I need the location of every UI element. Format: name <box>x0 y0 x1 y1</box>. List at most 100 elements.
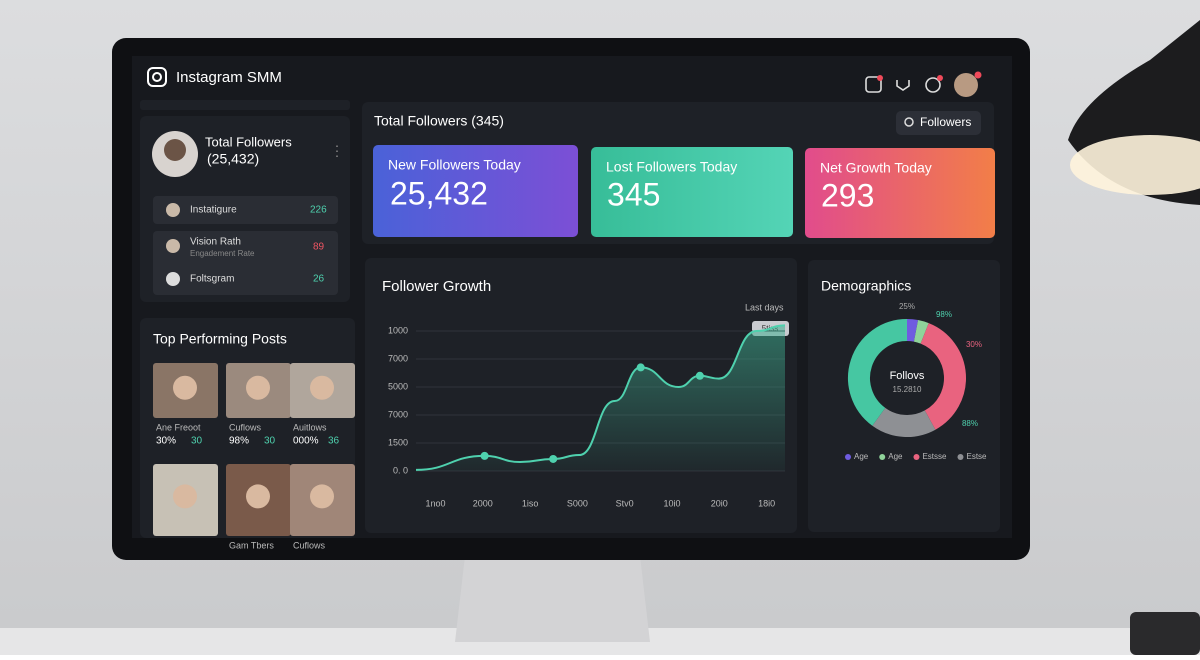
x-tick-label: 2000 <box>473 498 493 508</box>
post-pct: 30% <box>156 436 176 447</box>
donut-segment <box>913 320 929 344</box>
profile-title: Total Followers <box>205 134 292 149</box>
summary-title: Total Followers (345) <box>374 113 504 129</box>
stat-value: 345 <box>607 176 660 212</box>
stat-card <box>373 145 578 237</box>
stat-value: 25,432 <box>390 175 488 211</box>
x-tick-label: 10i0 <box>663 498 680 508</box>
post-caption: Cuflows <box>293 540 326 550</box>
badge <box>974 71 982 79</box>
x-tick-label: 1iso <box>522 498 539 508</box>
settings-icon[interactable] <box>925 77 941 93</box>
posts-title: Top Performing Posts <box>153 331 287 347</box>
post-face <box>310 375 334 400</box>
legend-label: Estse <box>966 452 987 461</box>
stat-label: New Followers Today <box>388 157 521 173</box>
y-tick-label: 1500 <box>388 437 408 447</box>
account-value: 226 <box>310 205 327 216</box>
donut-segment <box>920 323 966 430</box>
lamp-base <box>1130 612 1200 655</box>
post-face <box>173 375 197 400</box>
post-caption: Ane Freoot <box>156 422 201 432</box>
legend-swatch <box>957 454 964 460</box>
stat-value: 293 <box>821 177 874 213</box>
followers-button[interactable] <box>896 111 981 135</box>
legend-label: Age <box>854 452 869 461</box>
donut-center-subtitle: 15.2810 <box>893 385 922 394</box>
donut-annotation: 88% <box>962 419 978 428</box>
post-num: 30 <box>191 436 203 447</box>
instagram-icon <box>147 67 167 87</box>
point <box>480 451 489 460</box>
post-caption: Auitlows <box>293 422 327 432</box>
instagram-icon-lens <box>152 72 162 82</box>
post-num: 36 <box>328 436 340 447</box>
post-face <box>246 375 270 400</box>
badge <box>877 75 883 81</box>
download-icon[interactable] <box>896 80 910 91</box>
stat-label: Net Growth Today <box>820 160 932 176</box>
donut-segment <box>848 319 908 426</box>
donut-center-title: Follovs <box>890 370 925 382</box>
account-value: 26 <box>313 274 325 285</box>
stat-card <box>591 147 793 237</box>
legend-swatch <box>879 454 886 460</box>
profile-count: (25,432) <box>207 151 259 167</box>
app-title: Instagram SMM <box>176 69 282 86</box>
search-icon <box>904 117 914 127</box>
y-tick-label: 7000 <box>388 409 408 419</box>
post-face <box>173 484 197 509</box>
account-name: Foltsgram <box>190 274 234 285</box>
post-pct: 98% <box>229 436 249 447</box>
donut-annotation: 30% <box>966 340 982 349</box>
account-name: Instatigure <box>190 205 237 216</box>
line <box>415 324 786 471</box>
stand <box>455 556 650 642</box>
x-tick-label: Stv0 <box>616 498 634 508</box>
post-face <box>246 484 270 509</box>
panel <box>140 100 350 110</box>
donut-segment <box>906 319 919 342</box>
stat-card <box>805 148 995 238</box>
y-tick-label: 1000 <box>388 325 408 335</box>
donut-annotation: 25% <box>899 302 915 311</box>
legend-label: Estsse <box>922 452 947 461</box>
account-name: Vision Rath <box>190 237 241 248</box>
badge <box>937 75 943 81</box>
chart-title: Follower Growth <box>382 278 491 295</box>
menu-dots[interactable]: ⋮ <box>330 143 344 159</box>
y-tick-label: 7000 <box>388 353 408 363</box>
post-pct: 000% <box>293 436 319 447</box>
notification-icon[interactable] <box>865 76 882 93</box>
account-value: 89 <box>313 242 325 253</box>
demographics-panel <box>808 260 1000 532</box>
post-face <box>310 484 334 509</box>
post-caption: Cuflows <box>229 422 262 432</box>
line-chart: 0. 0 1500 7000 5000 7000 1000 1no0 2000 1iso S000… <box>388 324 786 508</box>
account-avatar <box>166 239 180 253</box>
y-tick-label: 0. 0 <box>393 465 408 475</box>
x-tick-label: 18i0 <box>758 498 775 508</box>
legend-swatch <box>845 454 851 460</box>
account-avatar <box>166 203 180 217</box>
account-detail: Engadement Rate <box>190 249 255 258</box>
chart-annotation: Last days <box>745 302 784 312</box>
point <box>549 454 558 463</box>
stat-label: Lost Followers Today <box>606 159 737 175</box>
donut-segment <box>872 407 936 437</box>
button-label[interactable]: Followers <box>920 115 971 129</box>
account-avatar <box>166 272 180 286</box>
account-row[interactable] <box>153 231 338 295</box>
chart-title: Demographics <box>821 278 911 294</box>
post-num: 30 <box>264 436 276 447</box>
user-avatar[interactable] <box>954 73 978 97</box>
legend-label: Age <box>888 452 903 461</box>
legend-swatch <box>913 454 920 460</box>
point <box>695 371 704 380</box>
area <box>416 325 785 471</box>
donut-chart <box>848 319 966 437</box>
account-row[interactable] <box>153 196 338 224</box>
x-tick-label: 1no0 <box>425 498 445 508</box>
